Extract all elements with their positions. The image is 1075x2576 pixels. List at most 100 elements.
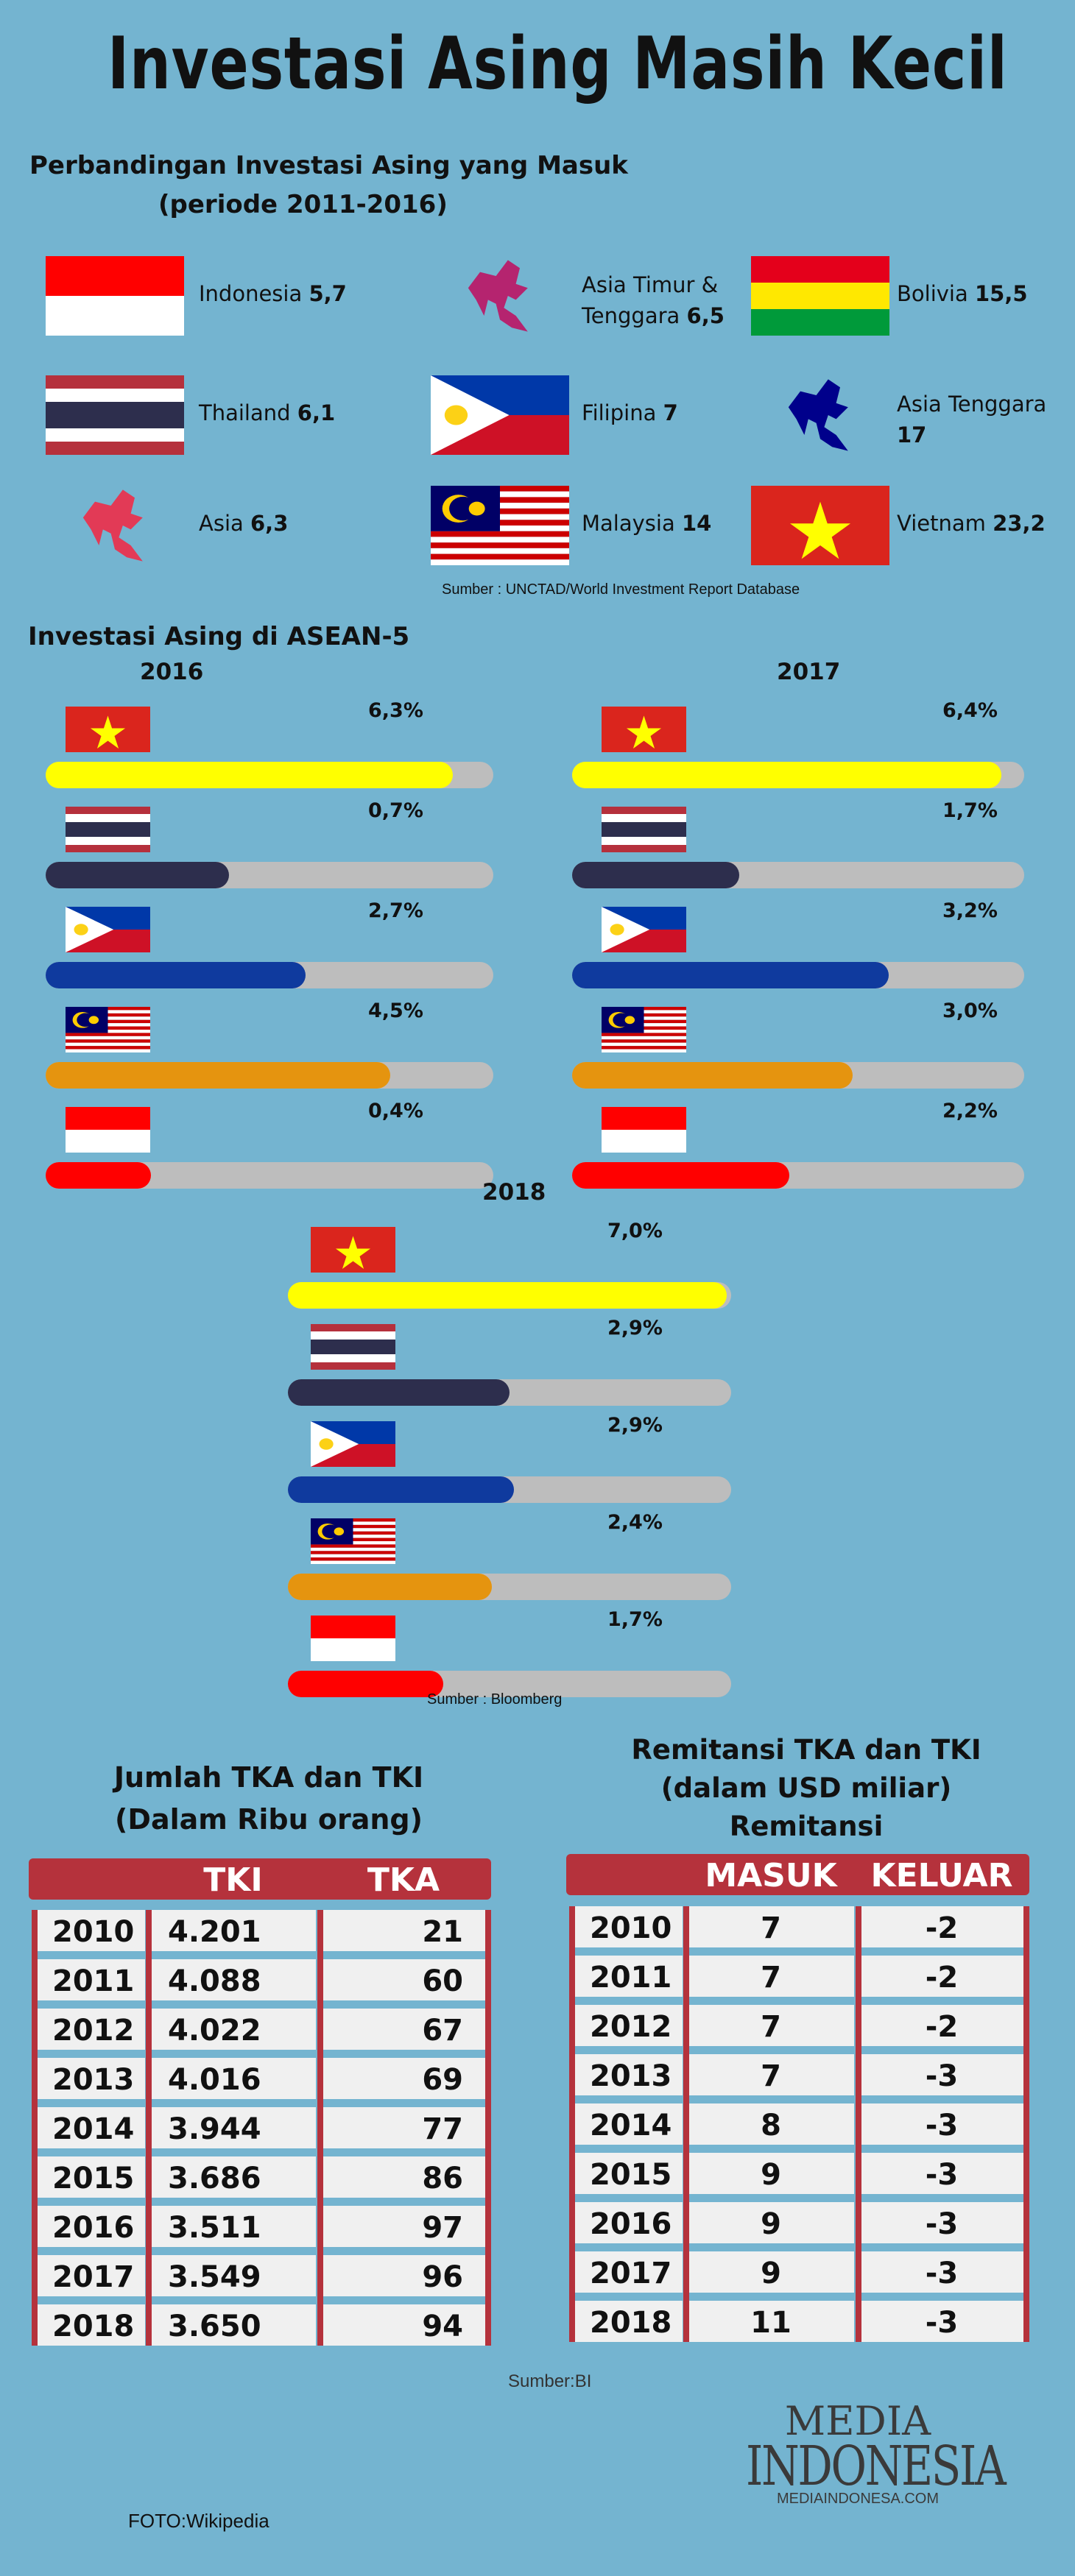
year-cell: 2011 <box>35 1959 145 2000</box>
remit-title: Remitansi TKA dan TKI <box>631 1734 981 1766</box>
value-cell: 9 <box>688 2251 854 2293</box>
comparison-label: Indonesia 5,7 <box>199 278 347 309</box>
remit-subtitle: (dalam USD miliar) <box>660 1772 952 1804</box>
comparison-label: Asia Tenggara 17 <box>897 389 1066 450</box>
table-divider <box>683 1906 689 2342</box>
investment-value: 17 <box>897 422 927 448</box>
bar-value-label: 4,5% <box>368 999 423 1022</box>
value-cell: 4.016 <box>150 2058 316 2099</box>
logo-line-2: INDONESIA <box>746 2435 1007 2498</box>
column-header: TKI <box>203 1861 263 1899</box>
investment-value: 6,5 <box>686 303 725 329</box>
value-cell: 4.088 <box>150 1959 316 2000</box>
bar-fill-malaysia <box>572 1062 853 1089</box>
bar-value-label: 2,9% <box>607 1414 663 1437</box>
map-asia-icon <box>46 486 184 565</box>
value-cell: -2 <box>860 1956 1023 1997</box>
flag-vietnam-icon <box>602 707 686 752</box>
bar-value-label: 0,4% <box>368 1100 423 1122</box>
bar-fill-philippines <box>572 962 889 988</box>
year-cell: 2010 <box>572 1906 683 1947</box>
value-cell: 7 <box>688 2005 854 2046</box>
value-cell: 7 <box>688 1956 854 1997</box>
year-heading-2017: 2017 <box>777 659 841 685</box>
bar-value-label: 1,7% <box>942 799 998 822</box>
column-header: MASUK <box>705 1857 837 1894</box>
country-name: Asia Tenggara <box>897 392 1047 417</box>
year-heading-2016: 2016 <box>140 659 204 685</box>
map-east-southeast-asia-icon <box>431 256 569 336</box>
value-cell: -3 <box>860 2054 1023 2095</box>
value-cell: 9 <box>688 2202 854 2243</box>
value-cell: -3 <box>860 2251 1023 2293</box>
bar-value-label: 2,7% <box>368 899 423 922</box>
column-header: TKA <box>367 1861 440 1899</box>
year-cell: 2015 <box>572 2153 683 2194</box>
year-cell: 2012 <box>572 2005 683 2046</box>
country-name: Asia <box>199 511 250 536</box>
media-indonesia-logo: MEDIA INDONESIA MEDIAINDONESA.COM <box>718 2398 1007 2508</box>
value-cell: -2 <box>860 1906 1023 1947</box>
country-name: Filipina <box>582 400 663 425</box>
bar-track-vietnam <box>46 762 493 788</box>
value-cell: 67 <box>322 2009 485 2050</box>
comparison-label: Malaysia 14 <box>582 508 711 539</box>
value-cell: 69 <box>322 2058 485 2099</box>
value-cell: 7 <box>688 2054 854 2095</box>
year-heading-2018: 2018 <box>482 1179 546 1206</box>
investment-value: 23,2 <box>993 511 1046 536</box>
bar-fill-malaysia <box>288 1574 492 1600</box>
investment-value: 14 <box>681 511 712 536</box>
asean-source: Sumber : Bloomberg <box>427 1691 563 1708</box>
year-cell: 2018 <box>35 2304 145 2346</box>
asean-heading: Investasi Asing di ASEAN-5 <box>28 622 410 651</box>
bar-track-thailand <box>288 1379 731 1406</box>
investment-value: 15,5 <box>974 281 1028 306</box>
value-cell: 21 <box>322 1910 485 1951</box>
bar-track-malaysia <box>46 1062 493 1089</box>
flag-vietnam-icon <box>311 1227 395 1273</box>
table-divider <box>317 1910 323 2346</box>
bar-track-philippines <box>46 962 493 988</box>
bar-fill-thailand <box>572 862 740 888</box>
value-cell: -3 <box>860 2103 1023 2145</box>
year-cell: 2013 <box>35 2058 145 2099</box>
bar-value-label: 2,2% <box>942 1100 998 1122</box>
value-cell: 86 <box>322 2156 485 2198</box>
bar-track-indonesia <box>572 1162 1024 1189</box>
flag-philippines-icon <box>66 907 150 952</box>
comparison-source: Sumber : UNCTAD/World Investment Report … <box>442 581 800 598</box>
flag-vietnam-icon <box>66 707 150 752</box>
bar-track-malaysia <box>572 1062 1024 1089</box>
flag-thailand-icon <box>602 807 686 852</box>
workers-title: Jumlah TKA dan TKI <box>113 1761 424 1794</box>
bar-track-vietnam <box>288 1282 731 1309</box>
remit-table-header: MASUK KELUAR <box>566 1854 1029 1895</box>
year-cell: 2017 <box>35 2255 145 2296</box>
flag-indonesia-icon <box>66 1107 150 1153</box>
logo-line-1: MEDIA <box>784 2398 931 2444</box>
map-southeast-asia-icon <box>751 375 889 455</box>
value-cell: -3 <box>860 2301 1023 2342</box>
column-header: KELUAR <box>870 1857 1013 1894</box>
bar-track-thailand <box>46 862 493 888</box>
flag-indonesia-icon <box>46 256 184 336</box>
comparison-label: Thailand 6,1 <box>199 397 335 428</box>
value-cell: 4.201 <box>150 1910 316 1951</box>
bi-source: Sumber:BI <box>508 2371 592 2391</box>
bar-track-philippines <box>288 1476 731 1503</box>
bar-value-label: 6,3% <box>368 699 423 722</box>
value-cell: 3.650 <box>150 2304 316 2346</box>
flag-malaysia-icon <box>602 1007 686 1052</box>
comparison-label: Asia Timur & Tenggara 6,5 <box>582 269 751 331</box>
flag-malaysia-icon <box>431 486 569 565</box>
value-cell: -2 <box>860 2005 1023 2046</box>
value-cell: 3.944 <box>150 2107 316 2148</box>
year-cell: 2013 <box>572 2054 683 2095</box>
flag-thailand-icon <box>46 375 184 455</box>
country-name: Bolivia <box>897 281 975 306</box>
bar-value-label: 0,7% <box>368 799 423 822</box>
bar-fill-thailand <box>46 862 230 888</box>
bar-fill-indonesia <box>46 1162 151 1189</box>
value-cell: 7 <box>688 1906 854 1947</box>
